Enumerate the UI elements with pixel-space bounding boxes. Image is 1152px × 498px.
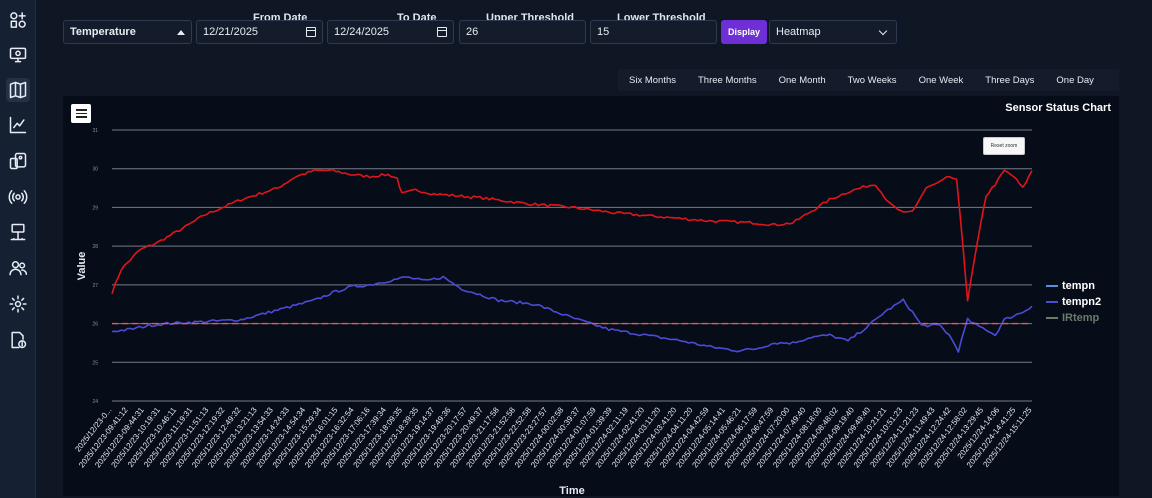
sidebar-item-devices[interactable] [6,149,30,173]
display-button[interactable]: Display [721,20,767,44]
legend-item-tempn2[interactable]: tempn2 [1046,294,1101,310]
map-icon [9,81,27,99]
legend-swatch [1046,301,1058,303]
sidebar-item-settings[interactable] [6,292,30,316]
reset-zoom-button[interactable]: Reset zoom [983,137,1025,155]
range-tab-three-months[interactable]: Three Months [698,74,757,86]
sidebar-item-monitor[interactable] [6,43,30,67]
sidebar-item-network[interactable] [6,220,30,244]
sensor-chart: 2425262728293031ValueTime2025/12/23-0...… [73,128,1034,496]
y-tick-label: 28 [92,244,98,250]
calendar-icon[interactable] [437,27,447,37]
sidebar-item-users[interactable] [6,256,30,280]
legend-label: IRtemp [1062,312,1100,324]
sidebar [0,0,36,498]
range-tab-one-day[interactable]: One Day [1056,74,1094,86]
sidebar-item-reports[interactable] [6,328,30,352]
upper-threshold-input[interactable]: 26 [459,20,586,44]
y-tick-label: 26 [92,322,98,328]
chart-title: Sensor Status Chart [1005,102,1111,114]
caret-up-icon [177,29,185,35]
legend-label: tempn [1062,280,1095,292]
range-tab-six-months[interactable]: Six Months [629,74,676,86]
y-tick-label: 31 [92,128,98,134]
lower-threshold-value: 15 [597,26,610,38]
view-mode-select[interactable]: Heatmap [769,20,897,44]
view-mode-value: Heatmap [776,26,821,38]
from-date-field[interactable]: 12/21/2025 [196,20,323,44]
users-icon [9,261,28,276]
legend-swatch [1046,285,1058,287]
sidebar-item-sensors[interactable] [6,185,30,209]
sidebar-item-analytics[interactable] [6,113,30,137]
components-icon [10,12,26,28]
from-date-value: 12/21/2025 [203,26,259,38]
series-line-tempn2 [111,275,1033,353]
chart-panel: 24 25 26 27 28 29 30 31 Value Time 2025/12/23-0...… [63,96,1119,496]
devices-icon [9,152,27,170]
y-tick-label: 25 [92,360,98,366]
y-tick-label: 27 [92,283,98,289]
lower-threshold-input[interactable]: 15 [590,20,717,44]
to-date-value: 12/24/2025 [334,26,390,38]
legend-item-tempn[interactable]: tempn [1046,278,1101,294]
range-tab-one-week[interactable]: One Week [918,74,964,86]
gear-icon [9,295,27,313]
sidebar-item-components[interactable] [6,8,30,32]
series-line-tempn [111,168,1033,302]
y-axis-title: Value [76,252,88,281]
sensor-type-select[interactable]: Temperature [63,20,192,44]
chart-legend: tempn tempn2 IRtemp [1046,278,1101,326]
legend-label: tempn2 [1062,296,1102,308]
network-icon [10,223,26,241]
range-tab-two-weeks[interactable]: Two Weeks [847,74,897,86]
y-tick-label: 24 [92,399,98,405]
hamburger-menu-icon [75,109,87,111]
y-tick-label: 29 [92,205,98,211]
time-range-tabs: Six Months Three Months One Month Two We… [618,69,1119,91]
broadcast-icon [8,190,28,204]
upper-threshold-value: 26 [466,26,479,38]
calendar-icon[interactable] [306,27,316,37]
legend-swatch [1046,317,1058,319]
monitor-icon [9,47,27,63]
chevron-down-icon [878,26,888,35]
chart-menu-button[interactable] [71,104,91,123]
x-axis-title: Time [559,485,584,496]
sidebar-item-map[interactable] [6,78,30,102]
legend-item-IRtemp[interactable]: IRtemp [1046,310,1101,326]
file-info-icon [11,331,27,349]
y-tick-label: 30 [92,167,98,173]
range-tab-one-month[interactable]: One Month [778,74,826,86]
range-tab-three-days[interactable]: Three Days [985,74,1035,86]
line-chart-icon [9,116,27,134]
to-date-field[interactable]: 12/24/2025 [327,20,454,44]
sensor-type-value: Temperature [70,26,136,38]
